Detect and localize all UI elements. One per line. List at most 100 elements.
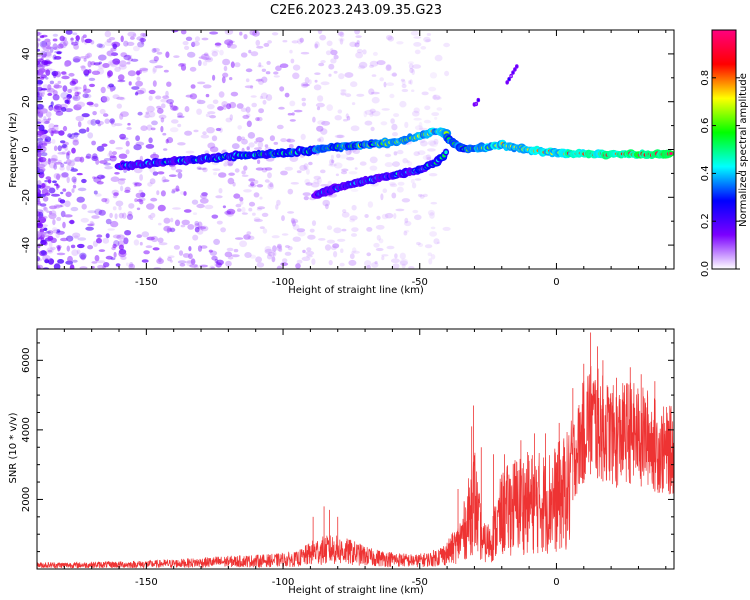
x-tick-label: -50 bbox=[412, 577, 428, 588]
heatmap-noise-cell bbox=[245, 68, 253, 73]
heatmap-noise-cell bbox=[219, 127, 223, 133]
heatmap-noise-cell bbox=[182, 253, 190, 258]
heatmap-noise-cell bbox=[59, 41, 67, 49]
heatmap-noise-cell bbox=[386, 245, 395, 250]
heatmap-noise-cell bbox=[333, 227, 342, 234]
heatmap-noise-cell bbox=[417, 243, 424, 247]
heatmap-noise-cell bbox=[177, 115, 185, 119]
heatmap-noise-cell bbox=[257, 206, 266, 210]
heatmap-noise-cell bbox=[37, 213, 40, 217]
heatmap-noise-cell bbox=[60, 146, 67, 149]
heatmap-noise-cell bbox=[100, 175, 106, 179]
heatmap-noise-cell bbox=[260, 92, 268, 100]
heatmap-noise-cell bbox=[100, 86, 106, 94]
heatmap-noise-cell bbox=[81, 65, 86, 72]
heatmap-noise-cell bbox=[386, 82, 394, 86]
heatmap-noise-cell bbox=[147, 182, 153, 187]
heatmap-noise-cell bbox=[237, 208, 242, 212]
heatmap-noise-cell bbox=[267, 251, 276, 257]
heatmap-noise-cell bbox=[256, 262, 265, 268]
y-tick-label: 4000 bbox=[21, 417, 32, 442]
heatmap-noise-cell bbox=[374, 260, 378, 265]
heatmap-noise-cell bbox=[409, 67, 414, 74]
heatmap-noise-cell bbox=[62, 188, 67, 192]
heatmap-noise-cell bbox=[96, 43, 103, 48]
heatmap-noise-cell bbox=[222, 58, 231, 66]
heatmap-noise-cell bbox=[133, 239, 140, 246]
heatmap-noise-cell bbox=[45, 118, 50, 123]
heatmap-noise-cell bbox=[124, 54, 133, 58]
heatmap-noise-cell bbox=[130, 58, 139, 62]
heatmap-noise-cell bbox=[148, 215, 152, 219]
heatmap-noise-cell bbox=[70, 87, 78, 91]
heatmap-noise-cell bbox=[64, 108, 73, 113]
heatmap-noise-cell bbox=[64, 146, 68, 151]
heatmap-noise-cell bbox=[412, 110, 420, 117]
heatmap-noise-cell bbox=[236, 103, 244, 109]
heatmap-noise-cell bbox=[98, 43, 106, 49]
heatmap-noise-cell bbox=[339, 154, 349, 159]
y-tick-label: 20 bbox=[21, 95, 32, 108]
heatmap-noise-cell bbox=[243, 34, 248, 40]
heatmap-noise-cell bbox=[387, 36, 395, 42]
heatmap-noise-cell bbox=[202, 167, 208, 173]
heatmap-noise-cell bbox=[146, 105, 155, 113]
heatmap-noise-cell bbox=[134, 182, 142, 187]
heatmap-noise-cell bbox=[429, 231, 437, 237]
heatmap-noise-cell bbox=[52, 54, 57, 61]
heatmap-noise-cell bbox=[160, 98, 169, 103]
heatmap-noise-cell bbox=[64, 200, 71, 208]
heatmap-noise-cell bbox=[401, 263, 406, 269]
heatmap-noise-cell bbox=[305, 182, 313, 186]
heatmap-noise-cell bbox=[256, 184, 264, 188]
heatmap-noise-cell bbox=[345, 113, 349, 119]
heatmap-noise-cell bbox=[115, 200, 124, 207]
heatmap-noise-cell bbox=[203, 52, 209, 57]
heatmap-noise-cell bbox=[383, 81, 387, 88]
heatmap-noise-cell bbox=[288, 144, 294, 149]
heatmap-noise-cell bbox=[71, 166, 75, 170]
heatmap-noise-cell bbox=[255, 137, 264, 143]
heatmap-noise-cell bbox=[255, 167, 264, 171]
heatmap-noise-cell bbox=[151, 48, 157, 53]
heatmap-noise-cell bbox=[292, 64, 301, 71]
heatmap-noise-cell bbox=[85, 155, 90, 159]
heatmap-noise-cell bbox=[218, 188, 223, 194]
heatmap-noise-cell bbox=[425, 154, 432, 161]
heatmap-noise-cell bbox=[321, 120, 331, 126]
heatmap-noise-cell bbox=[225, 260, 232, 267]
colorbar-title: Normalized spectral amplitude bbox=[738, 73, 749, 227]
heatmap-noise-cell bbox=[94, 255, 100, 262]
heatmap-noise-cell bbox=[71, 176, 77, 183]
heatmap-noise-cell bbox=[264, 246, 272, 253]
heatmap-noise-cell bbox=[386, 63, 392, 71]
heatmap-noise-cell bbox=[53, 72, 57, 79]
heatmap-noise-cell bbox=[42, 207, 47, 210]
heatmap-noise-cell bbox=[37, 192, 41, 197]
heatmap-noise-cell bbox=[380, 193, 384, 201]
heatmap-noise-cell bbox=[436, 107, 443, 111]
heatmap-noise-cell bbox=[413, 151, 420, 157]
heatmap-noise-cell bbox=[432, 94, 441, 101]
heatmap-noise-cell bbox=[139, 37, 146, 43]
heatmap-noise-cell bbox=[76, 249, 81, 255]
heatmap-noise-cell bbox=[264, 179, 270, 183]
heatmap-noise-cell bbox=[115, 147, 123, 150]
heatmap-noise-cell bbox=[82, 88, 91, 94]
heatmap-noise-cell bbox=[223, 65, 228, 72]
heatmap-noise-cell bbox=[216, 259, 224, 266]
heatmap-noise-cell bbox=[211, 214, 219, 219]
heatmap-noise-cell bbox=[112, 58, 121, 65]
heatmap-noise-cell bbox=[356, 40, 360, 45]
heatmap-noise-cell bbox=[280, 170, 288, 176]
heatmap-noise-cell bbox=[393, 113, 400, 118]
heatmap-noise-cell bbox=[45, 231, 51, 234]
heatmap-noise-cell bbox=[95, 119, 101, 125]
snr-y-axis-title: SNR (10 * v/v) bbox=[8, 412, 19, 483]
heatmap-noise-cell bbox=[145, 245, 153, 249]
heatmap-noise-cell bbox=[413, 117, 422, 121]
heatmap-noise-cell bbox=[114, 66, 121, 72]
heatmap-noise-cell bbox=[359, 161, 367, 166]
heatmap-noise-cell bbox=[44, 259, 50, 264]
heatmap-noise-cell bbox=[149, 178, 156, 185]
